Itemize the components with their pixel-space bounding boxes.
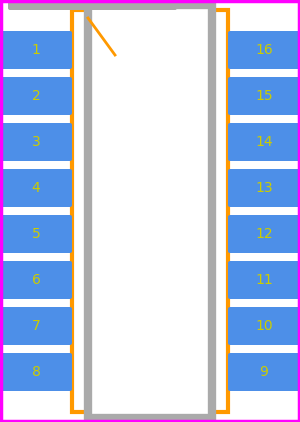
FancyBboxPatch shape bbox=[228, 353, 300, 391]
Text: 9: 9 bbox=[260, 365, 268, 379]
Text: 15: 15 bbox=[255, 89, 273, 103]
Text: 5: 5 bbox=[32, 227, 40, 241]
Text: 14: 14 bbox=[255, 135, 273, 149]
FancyBboxPatch shape bbox=[0, 353, 72, 391]
Text: 13: 13 bbox=[255, 181, 273, 195]
FancyBboxPatch shape bbox=[0, 123, 72, 161]
Text: 3: 3 bbox=[32, 135, 40, 149]
FancyBboxPatch shape bbox=[0, 215, 72, 253]
FancyBboxPatch shape bbox=[228, 261, 300, 299]
Text: 2: 2 bbox=[32, 89, 40, 103]
Text: 11: 11 bbox=[255, 273, 273, 287]
Text: 16: 16 bbox=[255, 43, 273, 57]
Text: 6: 6 bbox=[32, 273, 40, 287]
Bar bbox=[72, 10, 228, 412]
Text: 4: 4 bbox=[32, 181, 40, 195]
FancyBboxPatch shape bbox=[228, 215, 300, 253]
FancyBboxPatch shape bbox=[0, 77, 72, 115]
Text: 12: 12 bbox=[255, 227, 273, 241]
FancyBboxPatch shape bbox=[228, 169, 300, 207]
Text: 10: 10 bbox=[255, 319, 273, 333]
FancyBboxPatch shape bbox=[0, 307, 72, 345]
Text: 8: 8 bbox=[32, 365, 40, 379]
FancyBboxPatch shape bbox=[228, 31, 300, 69]
FancyBboxPatch shape bbox=[0, 169, 72, 207]
Text: 1: 1 bbox=[32, 43, 40, 57]
FancyBboxPatch shape bbox=[8, 0, 177, 10]
FancyBboxPatch shape bbox=[0, 261, 72, 299]
FancyBboxPatch shape bbox=[228, 77, 300, 115]
FancyBboxPatch shape bbox=[228, 123, 300, 161]
FancyBboxPatch shape bbox=[0, 31, 72, 69]
Text: 7: 7 bbox=[32, 319, 40, 333]
Bar bbox=[88, 5, 212, 418]
FancyBboxPatch shape bbox=[228, 307, 300, 345]
